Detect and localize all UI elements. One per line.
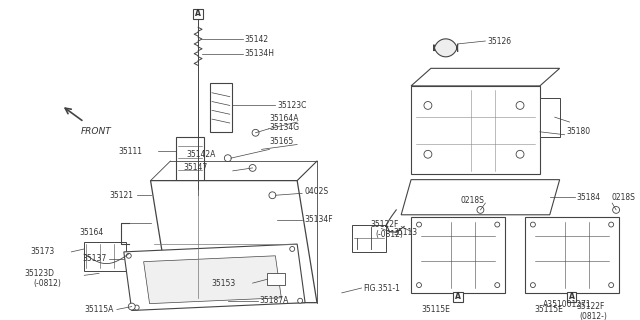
- Circle shape: [417, 222, 422, 227]
- Text: FIG.351-1: FIG.351-1: [364, 284, 401, 292]
- Circle shape: [225, 155, 231, 162]
- Text: A: A: [195, 9, 201, 18]
- Polygon shape: [401, 180, 559, 215]
- Text: 35115A: 35115A: [84, 305, 114, 314]
- Text: 35142A: 35142A: [187, 150, 216, 159]
- Polygon shape: [143, 256, 282, 304]
- Text: (0812-): (0812-): [579, 312, 607, 320]
- Text: A351001271: A351001271: [543, 300, 591, 309]
- Text: 35134F: 35134F: [304, 215, 333, 224]
- Circle shape: [424, 150, 432, 158]
- Text: 35164: 35164: [80, 228, 104, 237]
- Text: 35122F: 35122F: [577, 302, 605, 311]
- Circle shape: [477, 206, 484, 213]
- Text: 35180: 35180: [566, 127, 591, 136]
- Bar: [268, 273, 285, 285]
- Text: 35173: 35173: [30, 247, 54, 256]
- Bar: [411, 86, 540, 174]
- Polygon shape: [411, 68, 559, 86]
- Text: 35115E: 35115E: [421, 305, 450, 314]
- Circle shape: [609, 283, 614, 288]
- Circle shape: [252, 129, 259, 136]
- Text: 35126: 35126: [487, 36, 511, 45]
- Text: 35123C: 35123C: [277, 101, 307, 110]
- Text: 35123D: 35123D: [24, 269, 54, 278]
- Circle shape: [424, 101, 432, 109]
- Bar: [176, 137, 204, 184]
- Bar: [540, 98, 559, 137]
- Text: 35115E: 35115E: [535, 305, 564, 314]
- Text: 35134H: 35134H: [244, 49, 275, 58]
- Circle shape: [531, 222, 536, 227]
- Text: 35142: 35142: [244, 35, 269, 44]
- Circle shape: [269, 192, 276, 199]
- Text: 35122F: 35122F: [371, 220, 399, 229]
- Text: 0402S: 0402S: [304, 187, 328, 196]
- Text: 35165: 35165: [269, 137, 294, 146]
- Text: 35121: 35121: [109, 191, 134, 200]
- Text: 0218S: 0218S: [461, 196, 484, 205]
- Circle shape: [612, 206, 620, 213]
- Bar: [193, 9, 203, 19]
- Bar: [84, 242, 126, 271]
- Text: 0218S: 0218S: [611, 193, 635, 202]
- Circle shape: [249, 164, 256, 171]
- Text: (-0812): (-0812): [33, 279, 61, 288]
- Text: A: A: [568, 292, 575, 301]
- Text: 35164A: 35164A: [269, 114, 299, 123]
- Text: 35184: 35184: [577, 193, 600, 202]
- Text: 35153: 35153: [211, 279, 236, 288]
- Text: 35187A: 35187A: [260, 296, 289, 305]
- Text: 35134G: 35134G: [269, 124, 300, 132]
- Circle shape: [531, 283, 536, 288]
- Circle shape: [128, 303, 135, 310]
- Circle shape: [495, 283, 500, 288]
- Bar: [411, 217, 505, 293]
- Text: 35137: 35137: [83, 254, 107, 263]
- Polygon shape: [150, 180, 317, 303]
- Bar: [351, 225, 387, 252]
- Bar: [566, 292, 577, 302]
- Circle shape: [126, 253, 131, 258]
- Circle shape: [298, 298, 303, 303]
- Circle shape: [516, 150, 524, 158]
- Polygon shape: [124, 244, 305, 310]
- Text: (-0812): (-0812): [375, 230, 403, 239]
- Bar: [210, 83, 232, 132]
- Text: 35113: 35113: [393, 228, 417, 237]
- Polygon shape: [434, 39, 458, 57]
- Circle shape: [290, 246, 294, 252]
- Circle shape: [417, 283, 422, 288]
- Bar: [525, 217, 619, 293]
- Circle shape: [516, 101, 524, 109]
- Text: FRONT: FRONT: [81, 127, 112, 136]
- Circle shape: [609, 222, 614, 227]
- Circle shape: [134, 305, 139, 310]
- Text: 35147: 35147: [184, 164, 208, 172]
- Text: A: A: [454, 292, 461, 301]
- Bar: [452, 292, 463, 302]
- Circle shape: [495, 222, 500, 227]
- Text: 35111: 35111: [119, 147, 143, 156]
